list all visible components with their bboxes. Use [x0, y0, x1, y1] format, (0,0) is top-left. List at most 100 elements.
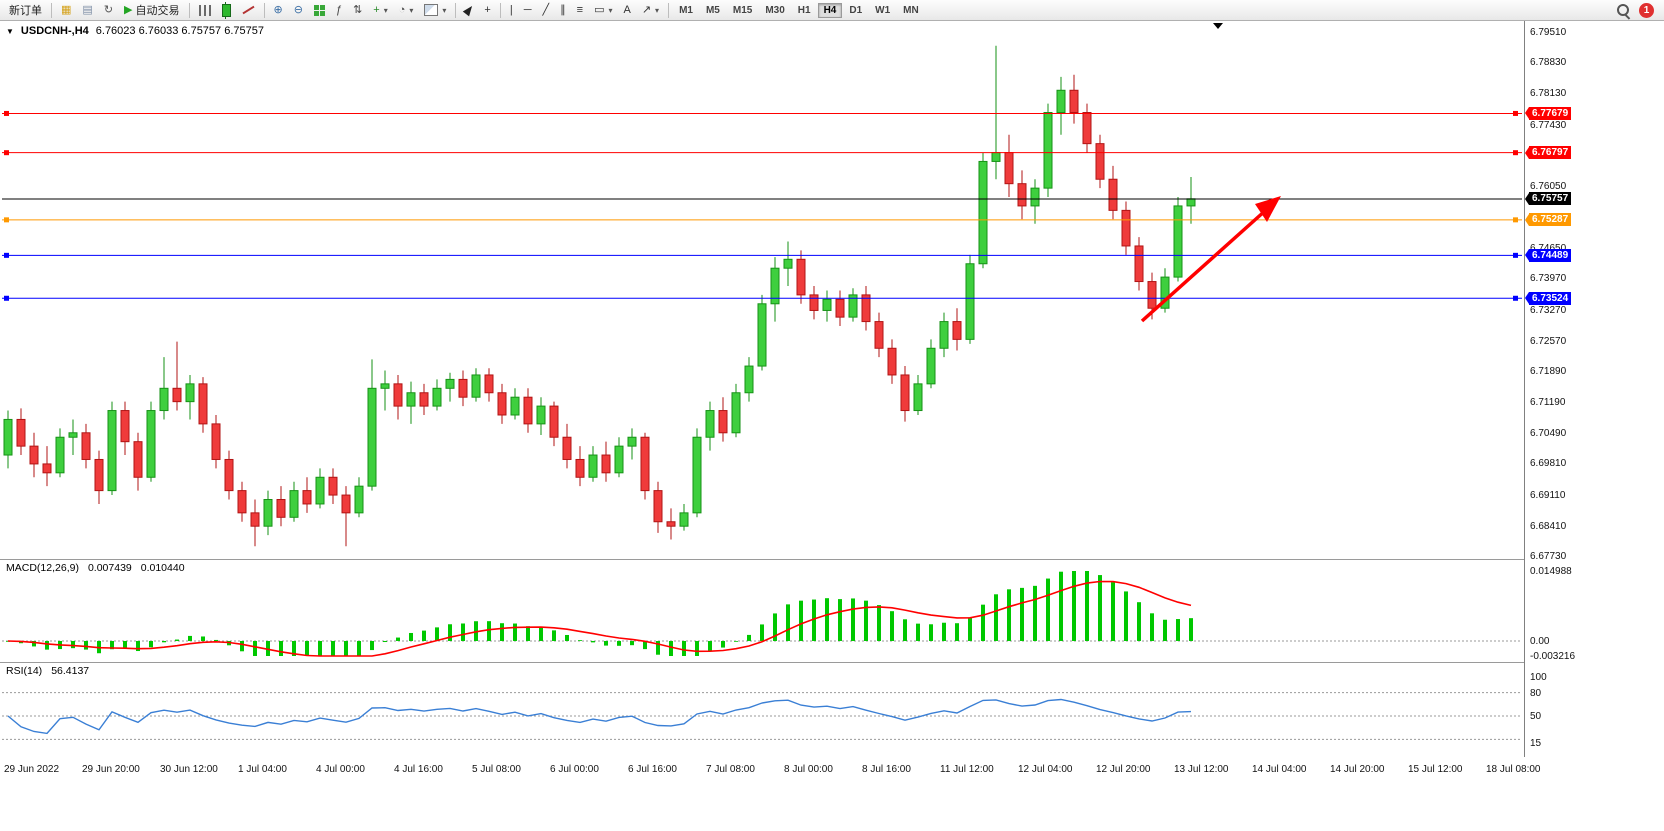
candles-group [3, 45, 1196, 547]
candlestick-chart-icon[interactable] [217, 0, 236, 21]
new-order-button[interactable]: 新订单 [4, 0, 47, 21]
support-line[interactable] [2, 217, 1522, 223]
horizontal-line-icon[interactable]: ─ [519, 0, 537, 21]
macd-value-main: 0.007439 [87, 562, 132, 574]
fibonacci-icon-glyph: ≡ [576, 3, 584, 16]
arrows-icon[interactable]: ↗ ▾ [637, 0, 664, 21]
toolbar-separator [499, 2, 501, 18]
rsi-panel[interactable] [0, 662, 1524, 757]
support-line[interactable] [2, 295, 1522, 301]
timeframe-m30-button[interactable]: M30 [765, 4, 785, 16]
timeframe-m5-button[interactable]: M5 [705, 4, 720, 16]
periods-icon-glyph: ◔ [398, 3, 406, 16]
price-tick: 6.72570 [1530, 335, 1567, 347]
templates-icon[interactable]: ▾ [419, 0, 451, 21]
price-tick: 6.68410 [1530, 520, 1567, 532]
rsi-axis-label: 100 [1530, 672, 1547, 683]
cursor-icon[interactable] [460, 0, 478, 21]
autotrade-button[interactable]: ▶ 自动交易 [119, 0, 184, 21]
resistance-line-price-label: 6.77679 [1525, 106, 1572, 120]
time-label: 18 Jul 08:00 [1486, 764, 1541, 775]
macd-panel[interactable] [0, 559, 1524, 662]
time-label: 7 Jul 08:00 [706, 764, 755, 775]
time-label: 30 Jun 12:00 [160, 764, 218, 775]
support-line-price-label: 6.74489 [1525, 248, 1572, 262]
vertical-line-icon-glyph: | [509, 3, 513, 16]
timeframe-w1-button[interactable]: W1 [875, 4, 891, 16]
rsi-axis-label: 80 [1530, 687, 1542, 699]
search-button[interactable] [1610, 0, 1638, 21]
time-label: 14 Jul 04:00 [1252, 764, 1307, 775]
autotrade-button-label: 自动交易 [135, 5, 180, 17]
bar-chart-icon [198, 4, 211, 16]
candlestick-chart[interactable] [0, 21, 1524, 559]
channel-icon[interactable]: ∥ [555, 0, 571, 21]
toolbar-separator [263, 2, 265, 18]
price-tick: 6.71190 [1530, 397, 1566, 409]
time-label: 8 Jul 16:00 [862, 764, 911, 775]
tile-windows-icon[interactable] [309, 0, 330, 21]
shapes-icon[interactable]: ▭ ▾ [589, 0, 617, 21]
timeframe-mn-button[interactable]: MN [903, 4, 919, 16]
time-axis[interactable]: 29 Jun 2022 29 Jun 20:00 30 Jun 12:00 1 Jul… [0, 757, 1664, 831]
autotrade-button-glyph: ▶ [124, 3, 133, 16]
crosshair-icon[interactable]: + [479, 0, 495, 21]
price-tick: 6.73270 [1530, 304, 1567, 316]
trendline-icon[interactable]: ╱ [538, 0, 555, 21]
resistance-line[interactable] [2, 110, 1522, 116]
line-chart-icon[interactable] [237, 0, 260, 21]
notification-badge[interactable]: 1 [1639, 2, 1654, 18]
text-icon[interactable]: A [618, 0, 635, 21]
add-indicator-icon[interactable]: + ▾ [368, 0, 392, 21]
time-label: 4 Jul 16:00 [394, 764, 443, 775]
time-label: 11 Jul 12:00 [940, 764, 994, 775]
zoom-out-icon[interactable]: ⊖ [289, 0, 308, 21]
time-label: 13 Jul 12:00 [1174, 764, 1229, 775]
rsi-value: 56.4137 [51, 665, 90, 677]
time-label: 15 Jul 12:00 [1408, 764, 1463, 775]
resistance-line[interactable] [2, 150, 1522, 156]
line-chart-icon [241, 5, 255, 15]
support-line[interactable] [2, 252, 1522, 258]
chart-ohlc-readout: 6.76023 6.76033 6.75757 6.75757 [95, 25, 264, 37]
price-tick: 6.71890 [1530, 365, 1567, 377]
panel-splitter-rsi[interactable] [0, 662, 1664, 663]
time-label: 4 Jul 00:00 [316, 764, 365, 775]
timeframe-m15-button[interactable]: M15 [732, 4, 753, 16]
objects-list-icon[interactable]: ⇅ [348, 0, 367, 21]
macd-histogram [6, 571, 1193, 656]
trend-arrow[interactable] [1140, 196, 1281, 323]
periods-icon[interactable]: ◔ ▾ [394, 0, 419, 21]
time-label: 12 Jul 20:00 [1096, 764, 1151, 775]
indicators-icon[interactable]: ƒ [331, 0, 347, 21]
price-tick: 6.69810 [1530, 458, 1567, 470]
vertical-line-icon[interactable]: | [505, 0, 518, 21]
fibonacci-icon[interactable]: ≡ [572, 0, 588, 21]
refresh-icon[interactable]: ↻ [99, 0, 118, 21]
profiles-icon[interactable]: ▤ [77, 0, 97, 21]
price-axis[interactable]: 6.795106.788306.781306.774306.767406.760… [1524, 21, 1664, 757]
timeframe-d1-button[interactable]: D1 [849, 4, 863, 16]
macd-axis-label: 0.014988 [1530, 566, 1572, 577]
timeframe-m1-button[interactable]: M1 [679, 4, 693, 16]
toolbar-separator [51, 2, 52, 18]
one-click-collapse-icon[interactable]: ▼ [6, 26, 14, 36]
rsi-line [7, 698, 1192, 735]
time-label: 6 Jul 00:00 [550, 764, 599, 775]
chevron-down-icon: ▾ [383, 5, 388, 15]
refresh-icon-glyph: ↻ [103, 3, 114, 16]
timeframe-h4-button[interactable]: H4 [817, 2, 843, 18]
price-tick: 6.76050 [1530, 180, 1567, 192]
resistance-line-price-label: 6.76797 [1525, 146, 1572, 160]
panel-splitter-macd[interactable] [0, 559, 1664, 560]
timeframe-h1-button[interactable]: H1 [797, 4, 811, 16]
bar-chart-icon[interactable] [194, 0, 216, 21]
chart-shift-marker[interactable] [1213, 23, 1223, 29]
charts-icon[interactable]: ▦ [56, 0, 76, 21]
zoom-in-icon[interactable]: ⊕ [269, 0, 288, 21]
macd-axis-label: 0.00 [1530, 635, 1550, 647]
time-label: 6 Jul 16:00 [628, 764, 677, 775]
chevron-down-icon: ▾ [409, 5, 414, 15]
rsi-axis-label: 50 [1530, 711, 1542, 722]
time-label: 8 Jul 00:00 [784, 764, 833, 775]
